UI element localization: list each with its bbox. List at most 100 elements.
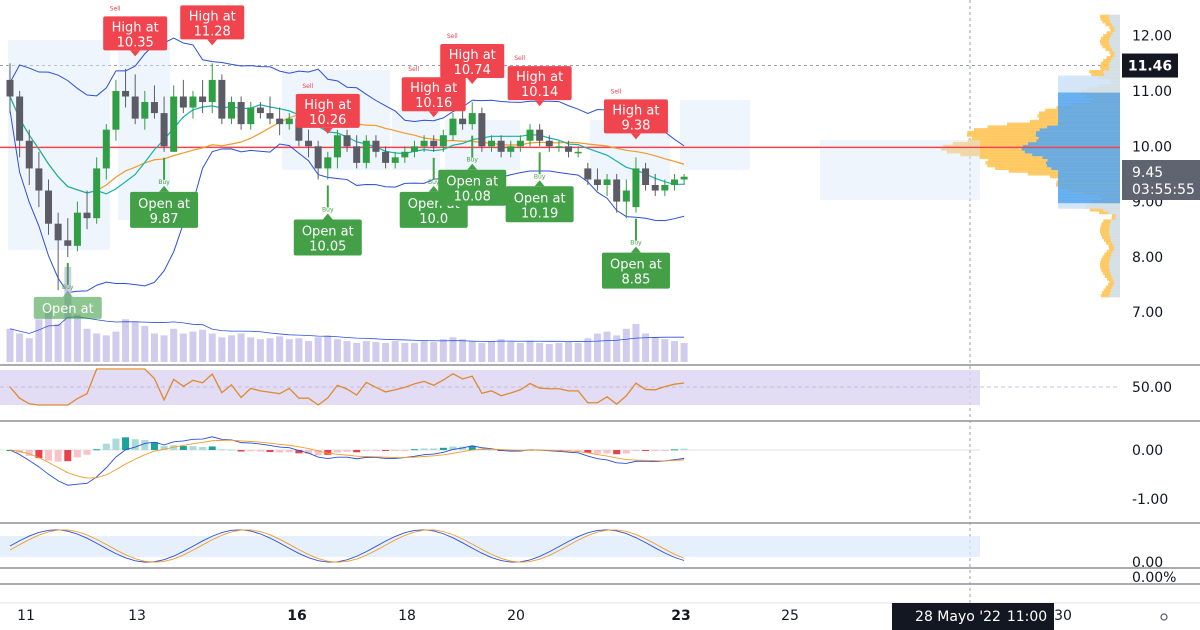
- candle-body: [536, 129, 544, 141]
- stoch-tick-label: 0.00: [1132, 555, 1163, 571]
- macd-histogram-bar: [208, 446, 216, 450]
- candle-body: [247, 107, 255, 125]
- profile-bar-blue: [1058, 86, 1120, 90]
- candle-body: [343, 135, 351, 147]
- volume-bar: [468, 341, 476, 362]
- candle-body: [179, 96, 187, 108]
- macd-histogram-bar: [295, 450, 303, 454]
- open-label-box: [505, 186, 574, 223]
- open-label-pointer: [62, 290, 73, 297]
- candle-body: [314, 146, 322, 169]
- crosshair-date-text: 28 Mayo '22: [915, 609, 1001, 625]
- candle-body: [670, 179, 678, 185]
- macd-histogram-bar: [199, 447, 207, 450]
- macd-histogram-bar: [642, 450, 650, 451]
- countdown-text: 03:55:55: [1132, 182, 1195, 198]
- candle-body: [584, 168, 592, 180]
- macd-histogram-bar: [391, 450, 399, 451]
- macd-line: [9, 436, 685, 486]
- volume-bar: [83, 328, 91, 362]
- open-label-text: Open at: [610, 258, 662, 273]
- profile-bar-blue: [1042, 155, 1120, 159]
- macd-pane: [0, 436, 980, 486]
- profile-bar-blue: [1113, 244, 1120, 248]
- stoch-k-line: [9, 529, 685, 563]
- high-label-text: High at: [612, 103, 659, 118]
- candle-body: [295, 118, 303, 141]
- high-label-pointer: [322, 127, 333, 134]
- volume-bar: [266, 338, 274, 362]
- profile-bar-blue: [1110, 34, 1120, 38]
- high-label-box: [507, 66, 572, 101]
- profile-bar-blue: [1114, 50, 1120, 54]
- profile-bar-blue: [1109, 224, 1120, 229]
- profile-bar-blue: [1058, 89, 1120, 93]
- crosshair-price-badge: [1122, 53, 1178, 78]
- price-tick-label: 10.00: [1132, 139, 1172, 155]
- volume-bar: [593, 333, 601, 362]
- volume-bar: [208, 333, 216, 362]
- time-tick-label: 25: [781, 608, 799, 624]
- profile-bar-blue: [1112, 56, 1120, 60]
- open-label-text: Open at: [302, 224, 354, 239]
- buy-marker: Buy: [630, 240, 642, 247]
- volume-bar: [141, 325, 149, 362]
- open-label-text: Open at: [138, 197, 190, 212]
- volume-bar: [276, 336, 284, 362]
- candle-body: [122, 90, 130, 97]
- profile-bar-blue: [1058, 105, 1120, 110]
- macd-histogram-bar: [613, 450, 621, 455]
- high-label-text: High at: [304, 98, 351, 113]
- macd-histogram-bar: [314, 450, 322, 456]
- high-label-text: High at: [112, 20, 159, 35]
- profile-bar-blue: [1112, 47, 1120, 52]
- profile-bar-blue: [1109, 269, 1120, 273]
- profile-bar-blue: [1035, 130, 1120, 135]
- open-label-value: 10.05: [309, 239, 346, 254]
- macd-histogram-bar: [218, 449, 226, 451]
- volume-bar: [122, 319, 130, 362]
- candle-body: [516, 140, 524, 147]
- candle-body: [661, 185, 669, 191]
- profile-bar-blue: [1058, 75, 1120, 79]
- profile-bar-blue: [1109, 14, 1120, 18]
- buy-marker: Buy: [428, 179, 440, 186]
- volume-bar: [565, 342, 573, 362]
- profile-bar-blue: [1110, 271, 1120, 276]
- candle-body: [632, 168, 640, 208]
- profile-bar-blue: [1109, 39, 1120, 43]
- profile-bar-blue: [1111, 238, 1120, 242]
- profile-bar-blue: [1114, 247, 1120, 251]
- volume-bar: [439, 339, 447, 362]
- profile-bar-blue: [1109, 222, 1120, 226]
- volume-bar: [526, 341, 534, 362]
- candle-body: [391, 157, 399, 163]
- profile-bar-blue: [1109, 263, 1120, 267]
- high-label-text: High at: [516, 70, 563, 85]
- volume-bar: [73, 314, 81, 362]
- profile-bar-blue: [1057, 122, 1120, 126]
- profile-bar-blue: [1113, 282, 1120, 287]
- high-label-box: [603, 99, 668, 134]
- macd-histogram-bar: [131, 439, 139, 450]
- profile-bar-blue: [1058, 81, 1120, 85]
- high-label-value: 10.35: [117, 35, 154, 50]
- profile-bar-blue: [1058, 92, 1120, 96]
- open-label-box: [33, 296, 102, 319]
- macd-histogram-bar: [247, 450, 255, 452]
- volume-bar: [603, 331, 611, 362]
- candle-body: [93, 168, 101, 219]
- profile-bar-blue: [1058, 169, 1120, 173]
- profile-bar-blue: [1103, 70, 1120, 74]
- macd-histogram-bar: [603, 450, 611, 454]
- candle-body: [208, 79, 216, 103]
- profile-bar-blue: [1058, 114, 1120, 118]
- macd-signal-line: [9, 439, 685, 479]
- volume-bar: [35, 319, 43, 362]
- macd-histogram-bar: [237, 450, 245, 452]
- volume-bar: [150, 333, 158, 362]
- sell-marker: Sell: [447, 33, 458, 40]
- high-label-pointer: [467, 78, 478, 85]
- volume-bar: [353, 343, 361, 362]
